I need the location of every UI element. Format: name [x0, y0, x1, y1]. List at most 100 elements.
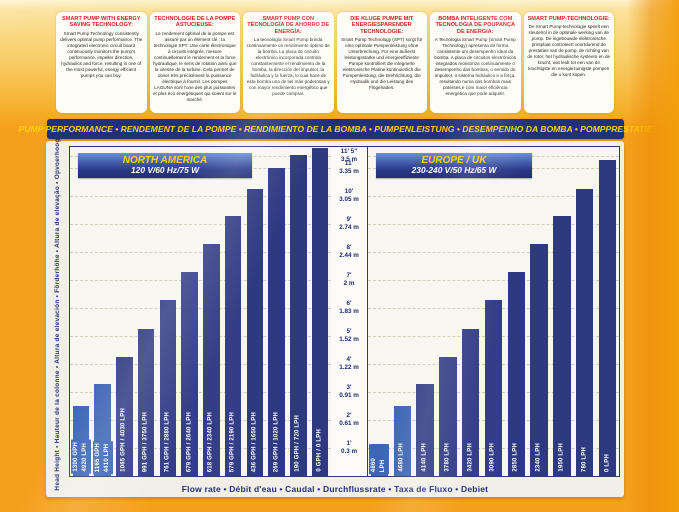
flow-head-bar: 761 GPH / 2880 LPH — [159, 299, 177, 476]
flow-head-bar: 1165 GPH 4410 LPH — [92, 383, 113, 476]
panel-heading: SMART PUMP-TECHNOLOGIE: — [527, 16, 610, 22]
flow-head-bar: 0 GPH / 0 LPH — [311, 148, 329, 476]
bar-flow-label: 4680 LPH — [396, 441, 408, 474]
panel-body: Smart Pump Technology (SPT) sorgt für ei… — [341, 37, 423, 91]
bars-europe-uk: 4860 LPH 4680 LPH 4140 LPH 3780 LPH 3420 LPH… — [368, 147, 619, 476]
flow-head-bar: 679 GPH / 2640 LPH — [181, 271, 198, 476]
bar-flow-label: 1165 GPH 4410 LPH — [92, 440, 113, 474]
chart-title: EUROPE / UK — [421, 155, 487, 166]
language-panel-portuguese: BOMBA INTELIGENTE COM TECNOLOGIA DE POUP… — [430, 12, 521, 113]
panel-body: Le rendement optimal de la pompe est ass… — [152, 30, 237, 102]
gridline — [70, 252, 331, 253]
flow-head-bar: 579 GPH / 2190 LPH — [224, 215, 242, 476]
y-axis-tick: 8' 2.44 m — [339, 244, 359, 259]
flow-head-bar: 1950 LPH — [553, 215, 571, 476]
bar-flow-label: 436 GPH / 1650 LPH — [249, 409, 261, 474]
panel-body: De Smart Pump-technologie speelt een sle… — [527, 24, 611, 78]
chart-title: NORTH AMERICA — [122, 155, 208, 166]
bar-flow-label: 1300 GPH 4920 LPH — [70, 440, 91, 474]
bar-flow-label: 761 GPH / 2880 LPH — [162, 409, 174, 474]
language-panel-french: TECHNOLOGIE DE LA POMPE ASTUCIEUSE: Le r… — [149, 12, 240, 113]
gridline — [368, 224, 619, 225]
bar-flow-label: 991 GPH / 3750 LPH — [140, 409, 152, 474]
gridline — [70, 448, 331, 449]
bar-flow-label: 1065 GPH / 4030 LPH — [118, 406, 130, 474]
flow-head-bar: 269 GPH / 1020 LPH — [268, 168, 285, 476]
box-edge-shading — [627, 0, 679, 512]
y-axis-tick: 1' 0.3 m — [340, 440, 358, 455]
gridline — [70, 280, 331, 281]
flow-head-bar: 436 GPH / 1650 LPH — [246, 189, 264, 476]
flow-head-bar: 3090 LPH — [484, 299, 503, 476]
bar-flow-label: 190 GPH / 720 LPH — [292, 413, 304, 474]
gridline — [70, 392, 331, 393]
bar-flow-label: 4140 LPH — [419, 441, 431, 474]
flow-rate-axis-label: Flow rate • Débit d'eau • Caudal • Durch… — [181, 484, 489, 494]
y-axis-tick: 10' 3.05 m — [339, 188, 359, 203]
y-axis-tick: 4' 1.22 m — [339, 356, 359, 371]
bar-flow-label: 1950 LPH — [556, 441, 568, 474]
chart-badge-north-america: NORTH AMERICA 120 V/60 Hz/75 W — [78, 153, 252, 178]
gridline — [70, 307, 331, 309]
flow-head-bar: 190 GPH / 720 LPH — [290, 155, 307, 476]
y-axis-tick: 5' 1.52 m — [339, 328, 359, 343]
panel-heading: SMART PUMP CON TECNOLOGÍA DE AHORRO DE E… — [247, 16, 330, 35]
y-axis-tick: 9' 2.74 m — [339, 216, 359, 231]
bar-flow-label: 3420 LPH — [465, 441, 477, 474]
flow-head-bar: 618 GPH / 2340 LPH — [203, 243, 220, 476]
flow-head-bar: 991 GPH / 3750 LPH — [137, 329, 155, 476]
panel-body: La tecnología Smart Pump brinda continua… — [246, 37, 330, 96]
flow-head-bar: 4140 LPH — [416, 383, 434, 476]
gridline — [70, 420, 331, 421]
bar-flow-label: 618 GPH / 2340 LPH — [205, 409, 217, 474]
panel-body: A Tecnologia Smart Pump (Smart Pump Tech… — [434, 37, 517, 96]
bar-flow-label: 4860 LPH — [369, 443, 390, 474]
bar-flow-label: 679 GPH / 2640 LPH — [184, 409, 196, 474]
gridline — [70, 336, 331, 337]
chart-power-spec: 230-240 V/50 Hz/65 W — [411, 165, 497, 175]
language-panel-english: SMART PUMP WITH ENERGY SAVING TECHNOLOGY… — [56, 12, 147, 113]
flow-head-bar: 3780 LPH — [439, 357, 457, 476]
pump-performance-banner: PUMP PERFORMANCE • RENDEMENT DE LA POMPE… — [19, 119, 652, 139]
bar-flow-label: 3090 LPH — [487, 441, 499, 474]
gridline — [368, 252, 619, 253]
gridline — [368, 196, 619, 197]
language-panel-german: DIE KLUGE PUMPE MIT ENERGIESPARENDER TEC… — [336, 12, 427, 113]
flow-head-bar: 1300 GPH 4920 LPH — [70, 406, 91, 476]
flow-head-bar: 4860 LPH — [369, 443, 390, 476]
gridline — [70, 363, 331, 365]
language-panels: SMART PUMP WITH ENERGY SAVING TECHNOLOGY… — [56, 12, 614, 113]
bar-flow-label: 579 GPH / 2190 LPH — [227, 409, 239, 474]
flow-head-bar: 2340 LPH — [530, 243, 548, 476]
language-panel-dutch: SMART PUMP-TECHNOLOGIE: De Smart Pump-te… — [523, 12, 614, 113]
chart-power-spec: 120 V/60 Hz/75 W — [131, 165, 199, 175]
panel-heading: SMART PUMP WITH ENERGY SAVING TECHNOLOGY… — [61, 16, 141, 29]
y-axis-tick: 11' 5" 3.5 m — [340, 148, 358, 164]
chart-europe-uk: EUROPE / UK 230-240 V/50 Hz/65 W 4860 LP… — [367, 146, 620, 477]
gridline — [368, 280, 619, 281]
bar-flow-label: 269 GPH / 1020 LPH — [271, 409, 283, 474]
bar-flow-label: 0 LPH — [602, 451, 614, 474]
gridline — [70, 196, 331, 197]
panel-heading: TECHNOLOGIE DE LA POMPE ASTUCIEUSE: — [154, 16, 236, 29]
y-axis-tick: 6' 1.83 m — [339, 300, 359, 315]
flow-head-bar: 1065 GPH / 4030 LPH — [116, 357, 133, 476]
performance-chart-panel: Head Height • Hauteur de la colonne • Al… — [46, 132, 624, 497]
flow-head-bar: 4680 LPH — [393, 406, 411, 476]
flow-head-bar: 2850 LPH — [507, 271, 525, 476]
bar-flow-label: 3780 LPH — [442, 441, 454, 474]
language-panel-spanish: SMART PUMP CON TECNOLOGÍA DE AHORRO DE E… — [243, 12, 334, 113]
flow-head-bar: 0 LPH — [598, 159, 617, 476]
head-height-axis: 11' 5" 3.5 m 11' 3.35 m 10' 3.05 m 9' 2.74 m 8' 2… — [331, 146, 367, 477]
head-height-axis-label: Head Height • Hauteur de la colonne • Al… — [54, 132, 61, 491]
flow-head-bar: 780 LPH — [576, 189, 594, 476]
flow-head-bar: 3420 LPH — [462, 329, 480, 476]
panel-body: Smart Pump Technology consistently deliv… — [60, 30, 143, 78]
bar-flow-label: 2340 LPH — [533, 441, 545, 474]
bar-flow-label: 0 GPH / 0 LPH — [314, 427, 326, 474]
y-axis-tick: 2' 0.61 m — [339, 412, 359, 427]
y-axis-tick: 3' 0.91 m — [339, 384, 359, 399]
chart-badge-europe-uk: EUROPE / UK 230-240 V/50 Hz/65 W — [376, 153, 532, 178]
bars-north-america: 1300 GPH 4920 LPH 1165 GPH 4410 LPH 1065 G… — [70, 147, 331, 476]
